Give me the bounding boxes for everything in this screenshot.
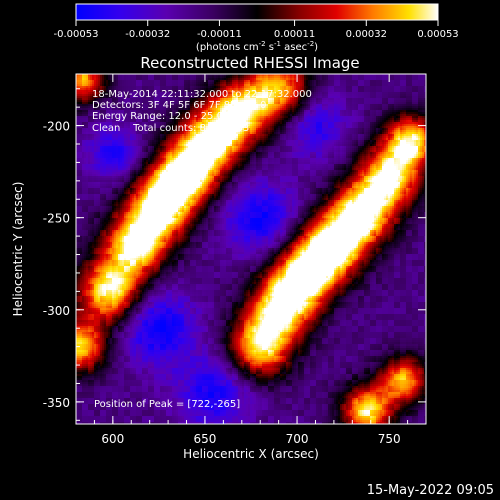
- heatmap-image: [76, 74, 426, 424]
- info-clean: Clean Total counts: 8.62E+03: [92, 123, 249, 134]
- colorbar-gradient: [75, 3, 439, 21]
- x-tick-label: 600: [101, 432, 124, 446]
- x-axis-label: Heliocentric X (arcsec): [183, 447, 319, 461]
- plot-area: [75, 73, 427, 425]
- colorbar-label: (photons cm-2 s-1 asec-2): [196, 40, 318, 53]
- plot-frame: [75, 73, 427, 425]
- y-tick-label: -300: [43, 304, 70, 318]
- y-tick-label: -250: [43, 212, 70, 226]
- y-tick-label: -200: [43, 120, 70, 134]
- y-axis-label: Heliocentric Y (arcsec): [11, 182, 25, 317]
- colorbar-tick-label: 0.00011: [274, 29, 315, 40]
- x-axis: 600 650 700 750: [75, 74, 427, 446]
- colorbar-tick-label: 0.00032: [346, 29, 387, 40]
- colorbar: -0.00053 -0.00032 -0.00011 0.00011 0.00032 0.…: [54, 3, 459, 53]
- colorbar-tick-label: -0.00011: [197, 29, 242, 40]
- peak-position: Position of Peak = [722,-265]: [94, 399, 240, 410]
- colorbar-ticks: -0.00053 -0.00032 -0.00011 0.00011 0.00032 0.…: [54, 20, 459, 40]
- info-time: 18-May-2014 22:11:32.000 to 22:17:32.000: [92, 89, 312, 100]
- colorbar-tick-label: -0.00053: [54, 29, 99, 40]
- colorbar-tick-label: -0.00032: [125, 29, 170, 40]
- x-tick-label: 750: [378, 432, 401, 446]
- colorbar-tick-label: 0.00053: [417, 29, 458, 40]
- x-tick-label: 700: [286, 432, 309, 446]
- chart-title: Reconstructed RHESSI Image: [140, 54, 359, 72]
- y-tick-label: -350: [43, 396, 70, 410]
- info-overlay: 18-May-2014 22:11:32.000 to 22:17:32.000…: [92, 89, 312, 410]
- info-detectors: Detectors: 3F 4F 5F 6F 7F 8F, Att 0: [92, 100, 266, 111]
- y-axis: -200 -250 -300 -350: [43, 88, 426, 421]
- info-energy: Energy Range: 12.0 - 25.0 keV: [92, 111, 245, 122]
- x-tick-label: 650: [193, 432, 216, 446]
- footer-timestamp: 15-May-2022 09:05: [367, 483, 494, 498]
